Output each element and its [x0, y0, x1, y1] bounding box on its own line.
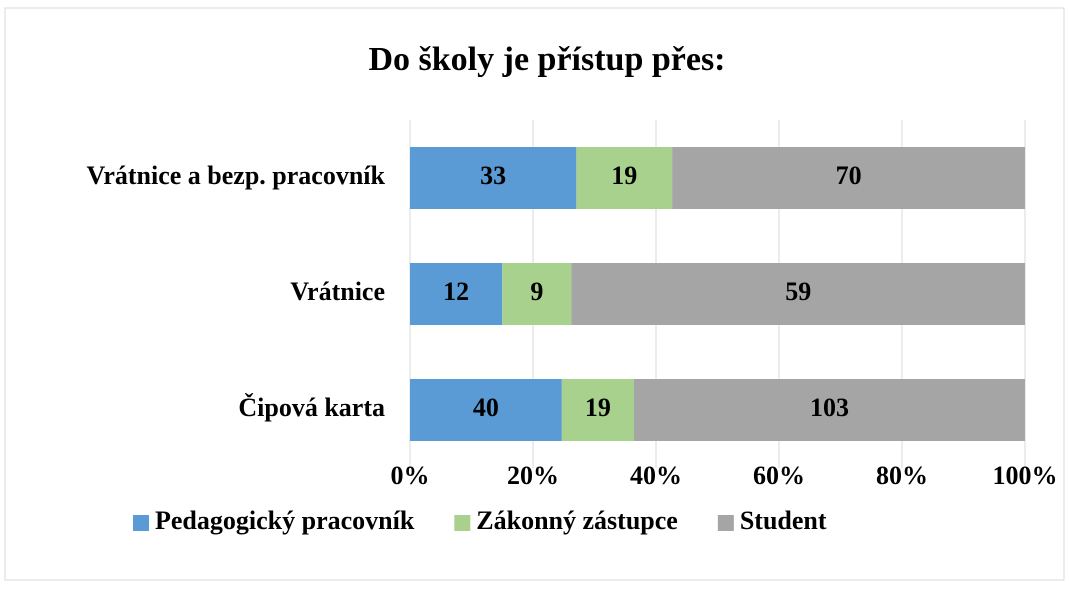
y-tick-label: Vrátnice — [290, 277, 385, 306]
data-label: 33 — [480, 161, 506, 190]
data-label: 70 — [836, 161, 862, 190]
chart-title: Do školy je přístup přes: — [368, 41, 725, 78]
y-tick-label: Čipová karta — [238, 393, 385, 422]
bar — [576, 147, 673, 209]
x-tick-label: 40% — [630, 461, 682, 490]
bar — [410, 263, 503, 325]
bar — [633, 379, 1025, 441]
legend-swatch — [717, 515, 734, 531]
legend-swatch — [133, 515, 149, 531]
bar — [410, 147, 577, 209]
data-label: 59 — [785, 277, 811, 306]
x-tick-label: 100% — [993, 461, 1058, 490]
data-label: 19 — [585, 393, 611, 422]
bar — [571, 263, 1025, 325]
data-label: 19 — [611, 161, 637, 190]
x-tick-label: 80% — [876, 461, 928, 490]
x-tick-label: 0% — [391, 461, 430, 490]
legend-label: Student — [740, 506, 827, 535]
bar — [502, 263, 572, 325]
legend-label: Pedagogický pracovník — [155, 506, 415, 535]
y-tick-label: Vrátnice a bezp. pracovník — [87, 161, 386, 190]
bar — [410, 379, 562, 441]
x-tick-label: 20% — [507, 461, 559, 490]
data-label: 9 — [530, 277, 543, 306]
legend-label: Zákonný zástupce — [476, 506, 678, 535]
bar — [672, 147, 1025, 209]
x-tick-label: 60% — [753, 461, 805, 490]
data-label: 40 — [473, 393, 499, 422]
legend-swatch — [454, 515, 471, 531]
data-label: 12 — [443, 277, 469, 306]
data-label: 103 — [810, 393, 849, 422]
bar — [561, 379, 634, 441]
